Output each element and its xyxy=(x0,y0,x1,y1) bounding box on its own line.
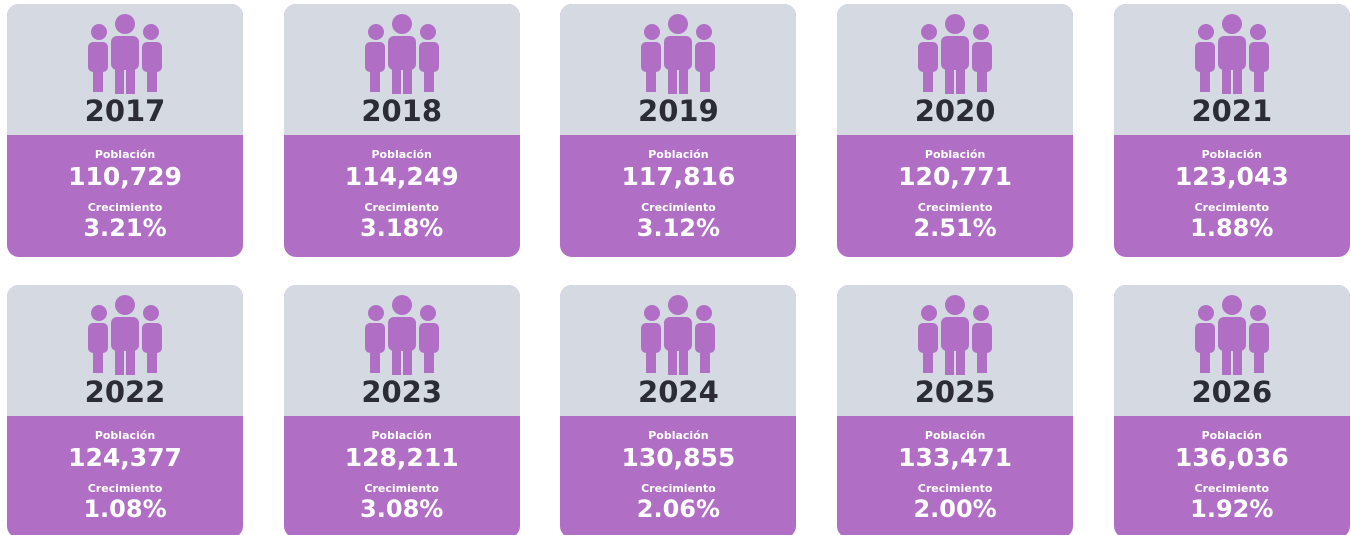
icon-wrap xyxy=(362,12,442,98)
card-header xyxy=(1113,285,1350,416)
population-label: Población xyxy=(94,429,156,442)
population-value: 133,471 xyxy=(898,443,1013,472)
growth-label: Crecimiento xyxy=(917,201,993,214)
population-value: 110,729 xyxy=(68,162,182,191)
growth-value: 2.51% xyxy=(913,214,997,242)
growth-label: Crecimiento xyxy=(364,482,439,495)
growth-value: 2.06% xyxy=(636,495,721,523)
year-label: 2022 xyxy=(84,375,166,409)
population-value: 130,855 xyxy=(621,443,736,472)
population-label: Población xyxy=(1201,429,1262,442)
icon-wrap xyxy=(638,293,718,379)
icon-wrap xyxy=(85,12,165,98)
year-label: 2020 xyxy=(914,94,996,128)
year-card: 2024 Población 130,855 Crecimiento 2.06% xyxy=(560,285,797,535)
card-header xyxy=(560,285,797,416)
population-label: Población xyxy=(924,429,986,442)
population-label: Población xyxy=(371,148,432,161)
card-header xyxy=(1113,4,1350,135)
year-card: 2018 Población 114,249 Crecimiento 3.18% xyxy=(283,4,520,257)
growth-label: Crecimiento xyxy=(917,482,993,495)
icon-wrap xyxy=(85,293,165,379)
year-label: 2025 xyxy=(914,375,996,409)
year-label: 2019 xyxy=(638,94,719,128)
year-card: 2021 Población 123,043 Crecimiento 1.88% xyxy=(1113,4,1350,257)
year-card: 2017 Población 110,729 Crecimiento 3.21% xyxy=(7,4,243,257)
people-icon xyxy=(88,14,162,94)
population-value: 124,377 xyxy=(68,443,182,472)
people-icon xyxy=(918,295,993,375)
growth-value: 1.92% xyxy=(1190,495,1274,523)
year-card: 2019 Población 117,816 Crecimiento 3.12% xyxy=(560,4,797,257)
card-header xyxy=(283,285,520,416)
people-icon xyxy=(88,295,162,375)
people-icon xyxy=(641,14,716,94)
population-value: 120,771 xyxy=(898,162,1013,191)
icon-wrap xyxy=(915,12,995,98)
year-label: 2026 xyxy=(1191,375,1273,409)
year-label: 2018 xyxy=(361,94,443,128)
year-card: 2022 Población 124,377 Crecimiento 1.08% xyxy=(7,285,243,535)
icon-wrap xyxy=(362,293,442,379)
icon-wrap xyxy=(1192,12,1272,98)
icon-wrap xyxy=(915,293,995,379)
card-header xyxy=(837,4,1074,135)
icon-wrap xyxy=(638,12,718,98)
population-value: 114,249 xyxy=(344,162,459,191)
growth-label: Crecimiento xyxy=(1194,201,1270,214)
population-value: 123,043 xyxy=(1174,162,1289,191)
people-icon xyxy=(1194,295,1269,375)
growth-label: Crecimiento xyxy=(1194,482,1270,495)
people-icon xyxy=(1194,14,1269,94)
year-card: 2020 Población 120,771 Crecimiento 2.51% xyxy=(837,4,1074,257)
growth-label: Crecimiento xyxy=(87,201,163,214)
growth-value: 1.88% xyxy=(1190,214,1274,242)
people-icon xyxy=(918,14,993,94)
population-value: 136,036 xyxy=(1174,443,1289,472)
icon-wrap xyxy=(1192,293,1272,379)
population-value: 128,211 xyxy=(344,443,459,472)
card-header xyxy=(283,4,520,135)
year-label: 2017 xyxy=(84,94,166,128)
card-header xyxy=(7,4,243,135)
year-card: 2026 Población 136,036 Crecimiento 1.92% xyxy=(1113,285,1350,535)
year-card: 2025 Población 133,471 Crecimiento 2.00% xyxy=(837,285,1074,535)
growth-value: 3.18% xyxy=(360,214,444,242)
year-label: 2024 xyxy=(638,375,719,409)
year-label: 2021 xyxy=(1191,94,1273,128)
year-label: 2023 xyxy=(361,375,443,409)
population-label: Población xyxy=(371,429,432,442)
population-value: 117,816 xyxy=(621,162,736,191)
growth-value: 3.08% xyxy=(360,495,444,523)
growth-label: Crecimiento xyxy=(641,201,716,214)
year-card: 2023 Población 128,211 Crecimiento 3.08% xyxy=(283,285,520,535)
growth-value: 3.21% xyxy=(83,214,167,242)
growth-value: 3.12% xyxy=(636,214,721,242)
growth-label: Crecimiento xyxy=(87,482,163,495)
growth-value: 1.08% xyxy=(83,495,167,523)
population-label: Población xyxy=(648,429,709,442)
growth-label: Crecimiento xyxy=(364,201,439,214)
growth-label: Crecimiento xyxy=(641,482,716,495)
card-header xyxy=(7,285,243,416)
card-header xyxy=(837,285,1074,416)
population-label: Población xyxy=(648,148,709,161)
population-label: Población xyxy=(94,148,156,161)
growth-value: 2.00% xyxy=(913,495,997,523)
people-icon xyxy=(641,295,716,375)
people-icon xyxy=(364,14,439,94)
population-label: Población xyxy=(924,148,986,161)
population-label: Población xyxy=(1201,148,1262,161)
people-icon xyxy=(364,295,439,375)
card-header xyxy=(560,4,797,135)
